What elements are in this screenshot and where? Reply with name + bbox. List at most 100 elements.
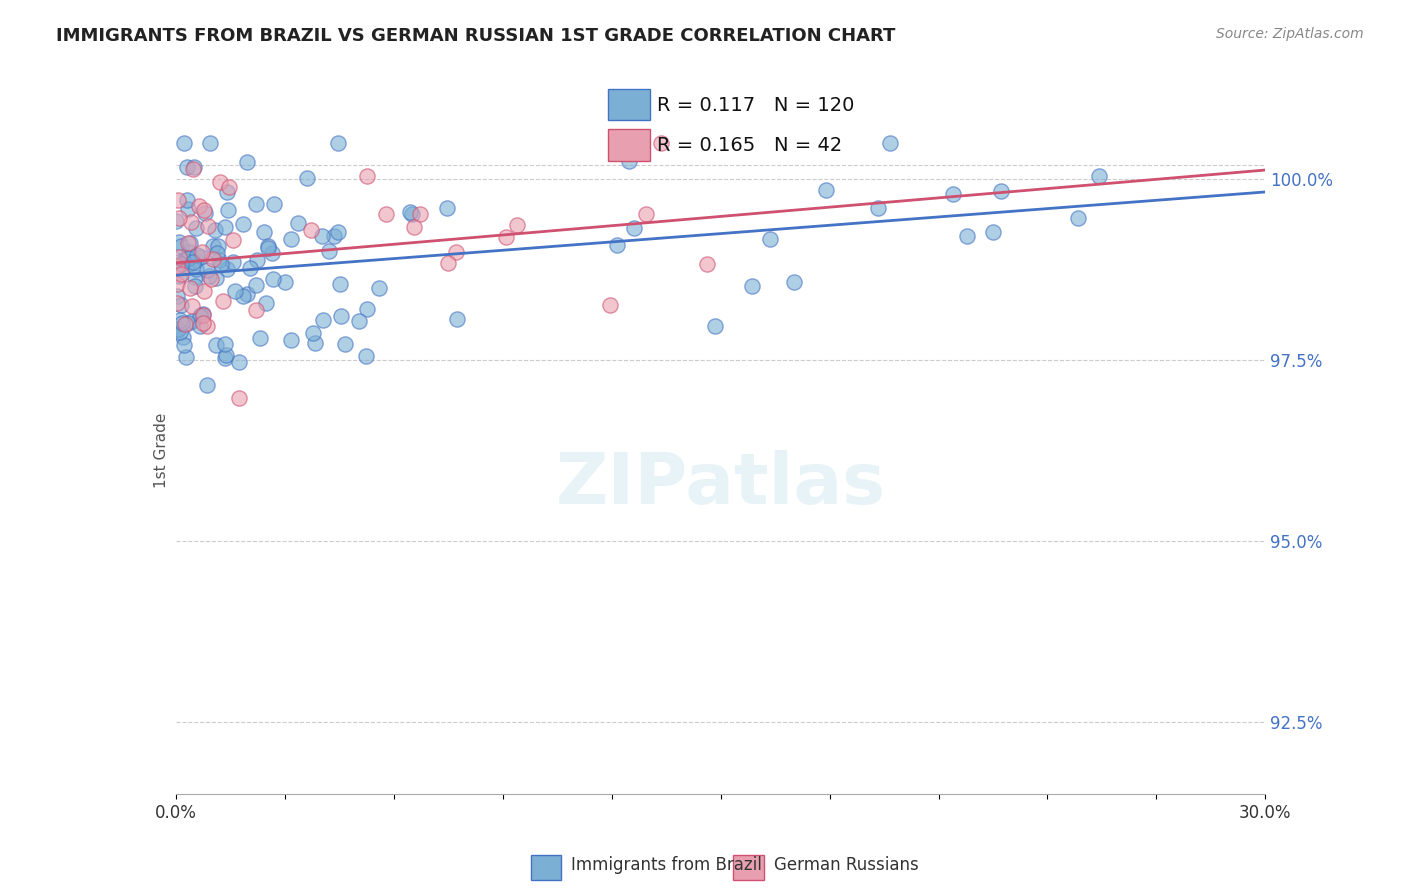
Point [323, 228, 346, 243]
Point [187, 199, 209, 213]
Point [183, 279, 205, 293]
Point [200, 271, 222, 285]
Point [166, 194, 188, 208]
Point [254, 296, 277, 310]
Point [193, 202, 215, 217]
Point [990, 185, 1012, 199]
Point [262, 272, 284, 286]
Point [274, 276, 297, 290]
FancyBboxPatch shape [609, 129, 650, 161]
Point [329, 309, 352, 323]
Point [180, 215, 202, 229]
Point [401, 207, 423, 221]
Point [257, 241, 280, 255]
Point [759, 232, 782, 246]
Point [179, 235, 201, 250]
Point [446, 311, 468, 326]
Point [287, 216, 309, 230]
Point [245, 277, 267, 292]
FancyBboxPatch shape [609, 89, 650, 120]
Point [197, 219, 219, 234]
Point [228, 391, 250, 405]
Point [177, 245, 200, 260]
Point [599, 298, 621, 312]
Point [193, 284, 215, 298]
Point [176, 259, 198, 273]
Point [170, 239, 193, 253]
Point [169, 326, 191, 340]
Point [217, 262, 239, 277]
Point [205, 271, 228, 285]
Point [1067, 211, 1090, 225]
Point [1087, 169, 1109, 183]
Point [184, 262, 207, 277]
Point [172, 330, 194, 344]
Point [177, 202, 200, 217]
Point [193, 316, 215, 330]
Point [215, 185, 238, 199]
Point [184, 221, 207, 235]
FancyBboxPatch shape [531, 855, 561, 880]
Point [245, 196, 267, 211]
Point [214, 351, 236, 365]
Y-axis label: 1st Grade: 1st Grade [153, 413, 169, 488]
Point [249, 331, 271, 345]
Point [198, 136, 221, 151]
Point [165, 213, 187, 227]
Text: Immigrants from Brazil: Immigrants from Brazil [571, 856, 762, 874]
Point [329, 277, 352, 291]
Point [167, 268, 190, 283]
Text: R = 0.117   N = 120: R = 0.117 N = 120 [658, 95, 855, 115]
Point [302, 326, 325, 340]
Point [617, 153, 640, 168]
Point [299, 223, 322, 237]
Point [181, 162, 204, 177]
Point [349, 314, 371, 328]
Point [176, 252, 198, 266]
Point [333, 337, 356, 351]
Point [177, 316, 200, 330]
Point [304, 336, 326, 351]
Point [181, 313, 204, 327]
Point [232, 217, 254, 231]
Point [311, 313, 333, 327]
Point [209, 257, 232, 271]
Point [295, 170, 318, 185]
Point [224, 284, 246, 298]
Point [236, 287, 259, 301]
Point [169, 235, 191, 250]
Point [444, 245, 467, 260]
Point [186, 248, 208, 262]
Point [211, 294, 233, 309]
Point [167, 250, 190, 264]
Point [204, 223, 226, 237]
Point [404, 220, 426, 235]
Point [174, 253, 197, 268]
Point [201, 252, 224, 266]
Point [217, 203, 239, 218]
Point [195, 263, 218, 277]
Point [741, 278, 763, 293]
Point [170, 257, 193, 271]
Point [783, 275, 806, 289]
Point [207, 239, 229, 253]
Text: IMMIGRANTS FROM BRAZIL VS GERMAN RUSSIAN 1ST GRADE CORRELATION CHART: IMMIGRANTS FROM BRAZIL VS GERMAN RUSSIAN… [56, 27, 896, 45]
Point [169, 312, 191, 326]
Point [696, 258, 718, 272]
Point [260, 245, 283, 260]
Point [188, 309, 211, 323]
Point [253, 225, 276, 239]
Point [868, 201, 890, 215]
Point [181, 254, 204, 268]
Point [195, 318, 218, 333]
Point [374, 207, 396, 221]
Point [183, 269, 205, 284]
Point [173, 136, 195, 151]
Point [815, 183, 838, 197]
Point [356, 169, 378, 183]
Point [650, 136, 672, 151]
Point [222, 233, 245, 247]
Point [506, 218, 529, 232]
Point [201, 239, 224, 253]
Point [409, 206, 432, 220]
